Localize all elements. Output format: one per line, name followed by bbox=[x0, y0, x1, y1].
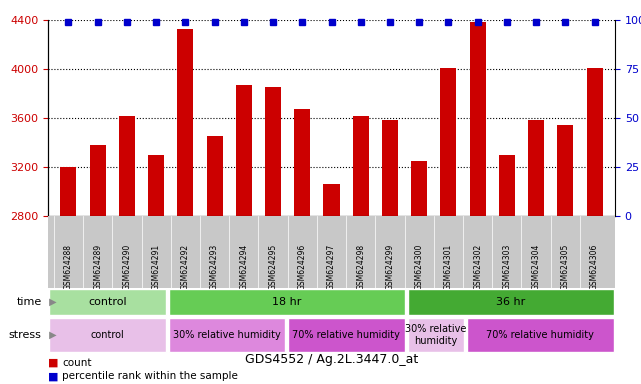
Bar bbox=[353, 116, 369, 216]
Text: percentile rank within the sample: percentile rank within the sample bbox=[62, 371, 238, 381]
Bar bbox=[467, 318, 613, 352]
Bar bbox=[294, 109, 310, 216]
Bar bbox=[499, 155, 515, 216]
Text: count: count bbox=[62, 358, 92, 368]
Bar bbox=[324, 184, 340, 216]
Bar bbox=[49, 318, 166, 352]
Bar bbox=[119, 116, 135, 216]
Bar bbox=[236, 85, 252, 216]
Bar bbox=[288, 318, 404, 352]
Bar bbox=[440, 68, 456, 216]
Text: 30% relative humidity: 30% relative humidity bbox=[173, 330, 281, 340]
Bar bbox=[411, 161, 427, 216]
Bar bbox=[470, 22, 486, 216]
Text: 70% relative humidity: 70% relative humidity bbox=[487, 330, 594, 340]
Bar bbox=[528, 121, 544, 216]
Text: ▶: ▶ bbox=[46, 297, 56, 307]
Text: 70% relative humidity: 70% relative humidity bbox=[292, 330, 401, 340]
Bar bbox=[169, 290, 404, 314]
Bar bbox=[382, 121, 398, 216]
Text: control: control bbox=[91, 330, 124, 340]
Bar bbox=[408, 318, 464, 352]
Text: ■: ■ bbox=[48, 358, 58, 368]
Bar bbox=[557, 125, 573, 216]
Text: stress: stress bbox=[9, 330, 42, 340]
Text: ■: ■ bbox=[48, 371, 58, 381]
Bar bbox=[148, 155, 164, 216]
Text: 36 hr: 36 hr bbox=[496, 297, 525, 307]
Bar bbox=[178, 28, 194, 216]
Text: 30% relative
humidity: 30% relative humidity bbox=[405, 324, 467, 346]
Bar bbox=[587, 68, 603, 216]
Bar bbox=[169, 318, 285, 352]
Bar bbox=[60, 167, 76, 216]
Bar bbox=[49, 290, 166, 314]
Text: ▶: ▶ bbox=[46, 330, 56, 340]
Text: time: time bbox=[16, 297, 42, 307]
Bar bbox=[206, 136, 222, 216]
Text: control: control bbox=[88, 297, 127, 307]
Bar bbox=[90, 145, 106, 216]
Bar bbox=[408, 290, 613, 314]
Text: GDS4552 / Ag.2L.3447.0_at: GDS4552 / Ag.2L.3447.0_at bbox=[245, 353, 418, 366]
Text: 18 hr: 18 hr bbox=[272, 297, 301, 307]
Bar bbox=[265, 88, 281, 216]
